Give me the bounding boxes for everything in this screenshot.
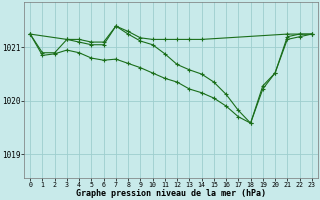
X-axis label: Graphe pression niveau de la mer (hPa): Graphe pression niveau de la mer (hPa) [76, 189, 266, 198]
